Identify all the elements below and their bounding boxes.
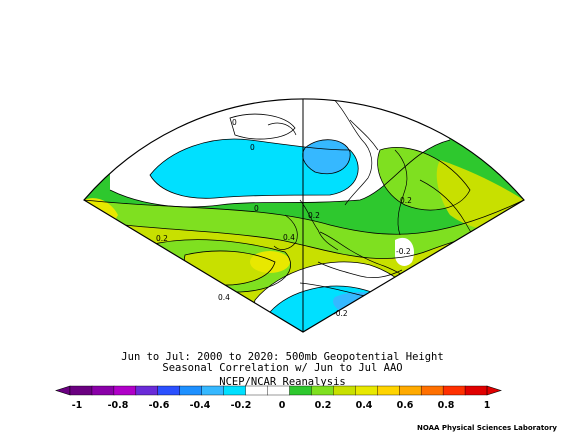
colorbar-cell (267, 385, 290, 396)
contour-label: -0.2 (396, 247, 411, 256)
colorbar-tick-label: 0.6 (397, 400, 414, 411)
credit-label: NOAA Physical Sciences Laboratory (416, 424, 557, 432)
contour-label: 0 (232, 118, 237, 127)
colorbar-arrow-left (55, 385, 71, 396)
colorbar-tick-label: -0.4 (190, 400, 211, 411)
colorbar-cell (333, 385, 356, 396)
contour-label: 0.2 (400, 196, 412, 205)
colorbar-cell (135, 385, 159, 396)
colorbar-tick-label: 1 (484, 400, 491, 411)
colorbar-cell (464, 385, 488, 396)
colorbar-arrow-right (486, 385, 502, 396)
colorbar-tick-label: 0.8 (438, 400, 455, 411)
colorbar-tick-label: 0.2 (315, 400, 332, 411)
colorbar-tick-label: -0.2 (231, 400, 252, 411)
colorbar-cell (113, 385, 137, 396)
colorbar-cells (55, 385, 502, 396)
colorbar-cell (399, 385, 422, 396)
contour-label: 0.4 (218, 293, 230, 302)
map-frame (83, 98, 525, 333)
colorbar-ticks: -1 -0.8 -0.6 -0.4 -0.2 0 0.2 0.4 0.6 0.8 1 (72, 400, 491, 411)
contour-labels: 0 0 0.2 0.2 0.2 0.4 0.4 -0.2 -0.2 0 (156, 118, 412, 318)
correlation-map: 0 0 0.2 0.2 0.2 0.4 0.4 -0.2 -0.2 0 (83, 98, 525, 333)
colorbar-cell (223, 385, 247, 396)
field-white-east (395, 237, 415, 266)
figure-title-line1: Jun to Jul: 2000 to 2020: 500mb Geopoten… (121, 351, 444, 363)
contour-label: -0.2 (333, 309, 348, 318)
field-yellow-max (250, 251, 290, 273)
colorbar-cell (201, 385, 225, 396)
colorbar-cell (377, 385, 400, 396)
contour-label: 0.2 (156, 234, 168, 243)
colorbar-tick-label: -0.6 (149, 400, 170, 411)
figure-title-line3: NCEP/NCAR Reanalysis (219, 376, 346, 388)
contour-label: 0.4 (283, 233, 295, 242)
colorbar: -1 -0.8 -0.6 -0.4 -0.2 0 0.2 0.4 0.6 0.8 1 (55, 385, 502, 411)
colorbar-tick-label: -1 (72, 400, 83, 411)
contour-label: 0.2 (308, 211, 320, 220)
colorbar-tick-label: 0 (279, 400, 286, 411)
colorbar-tick-label: -0.8 (108, 400, 129, 411)
colorbar-cell (69, 385, 93, 396)
colorbar-cell (157, 385, 181, 396)
colorbar-tick-label: 0.4 (356, 400, 373, 411)
colorbar-cell (420, 385, 444, 396)
colorbar-cell (179, 385, 203, 396)
contour-label: 0 (250, 143, 255, 152)
colorbar-cell (442, 385, 466, 396)
colorbar-cell (245, 385, 269, 396)
figure-title-line2: Seasonal Correlation w/ Jun to Jul AAO (162, 362, 403, 374)
colorbar-cell (355, 385, 378, 396)
colorbar-cell (91, 385, 115, 396)
colorbar-cell (311, 385, 334, 396)
contour-label: 0 (254, 204, 259, 213)
colorbar-cell (289, 385, 312, 396)
